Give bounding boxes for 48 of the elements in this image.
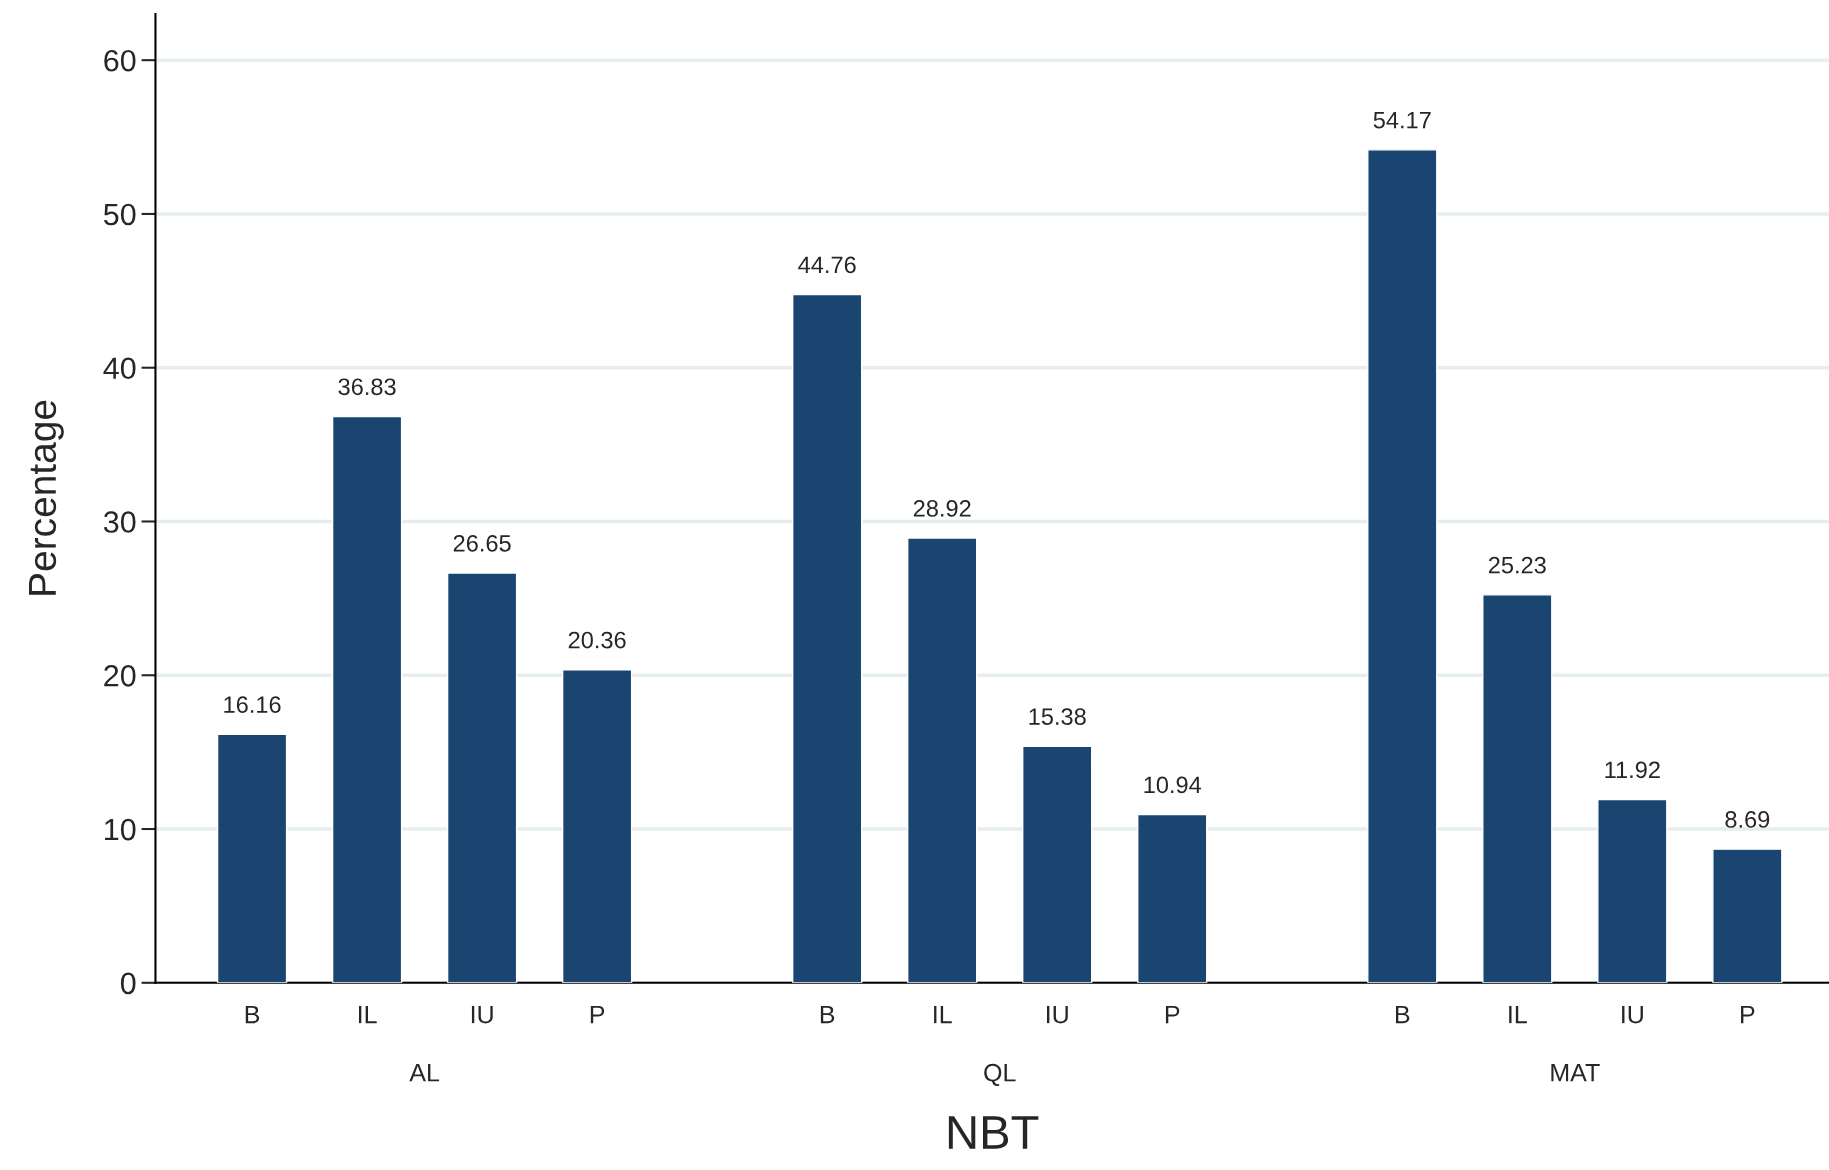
data-label: 44.76	[798, 256, 856, 274]
x-tick-label: IU	[471, 1005, 493, 1024]
x-tick-label: P	[1165, 1005, 1180, 1024]
bar	[331, 415, 403, 983]
x-tick-label: B	[1395, 1005, 1410, 1024]
bar	[561, 669, 633, 983]
text: MAT	[1551, 1064, 1600, 1082]
bar	[1597, 798, 1668, 983]
x-tick-label: IL	[1509, 1005, 1527, 1024]
data-label: 16.16	[224, 696, 281, 713]
data-label: 15.38	[1029, 708, 1086, 725]
bar	[1022, 745, 1093, 983]
data-label: 10.94	[1144, 776, 1202, 794]
data-label: 8.69	[1725, 811, 1770, 828]
y-tick-label: 50	[103, 203, 136, 226]
text: AL	[409, 1064, 440, 1082]
y-axis-title: Percentage	[29, 400, 64, 595]
y-tick-label: 40	[103, 357, 136, 380]
bar	[906, 537, 978, 983]
data-label: 11.92	[1605, 761, 1660, 779]
data-label: 25.23	[1488, 556, 1546, 574]
bar	[1137, 813, 1208, 983]
bar	[446, 572, 518, 983]
text: QL	[984, 1063, 1016, 1087]
x-axis-title: NBT	[948, 1116, 1039, 1149]
data-label: 36.83	[338, 378, 396, 396]
bar	[791, 293, 863, 983]
x-tick-label: IU	[1047, 1005, 1068, 1024]
data-label: 28.92	[913, 500, 971, 517]
bar	[216, 733, 288, 983]
x-tick-label: P	[1741, 1005, 1755, 1024]
y-tick-label: 60	[104, 49, 136, 72]
y-tick-label: 30	[103, 511, 136, 533]
bar	[1367, 149, 1438, 983]
y-tick-label: 0	[120, 972, 136, 995]
data-label: 54.17	[1373, 112, 1431, 129]
data-label: 20.36	[568, 631, 626, 649]
x-tick-label: IU	[1622, 1005, 1643, 1024]
x-tick-label: P	[590, 1005, 605, 1024]
bar	[1482, 594, 1553, 983]
bar	[1712, 848, 1783, 983]
x-tick-label: IL	[358, 1005, 377, 1024]
x-tick-label: B	[245, 1005, 260, 1024]
data-label: 26.65	[453, 534, 511, 552]
x-tick-label: IL	[934, 1005, 952, 1024]
y-tick-label: 20	[104, 664, 136, 687]
y-tick-label: 10	[105, 818, 136, 841]
x-tick-label: B	[820, 1005, 835, 1024]
